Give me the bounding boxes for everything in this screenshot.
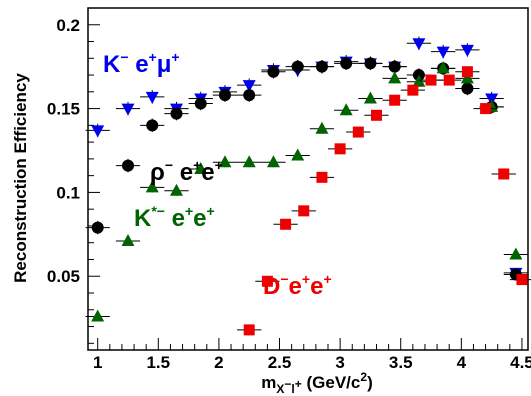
series-triangle-up xyxy=(85,61,528,322)
data-point xyxy=(291,60,304,73)
data-point xyxy=(425,74,437,86)
data-point xyxy=(436,61,450,74)
data-point xyxy=(170,107,183,120)
data-point xyxy=(407,84,419,96)
plot-area-group xyxy=(87,7,529,351)
data-point xyxy=(122,159,134,172)
data-point xyxy=(443,74,455,86)
x-axis: 1 1.5 2 2.5 3 3.5 4 4.5 xyxy=(93,338,531,372)
data-point xyxy=(194,161,208,174)
series-layer xyxy=(85,36,531,336)
data-point xyxy=(509,247,523,260)
data-point xyxy=(436,46,450,59)
data-point xyxy=(121,103,135,116)
y-axis: 0.05 0.1 0.15 0.2 xyxy=(47,16,100,344)
x-tick-label: 1.5 xyxy=(146,353,170,372)
data-point xyxy=(389,94,401,106)
label-rho-e-e: ρ− e+e+ xyxy=(150,157,223,186)
data-point xyxy=(218,89,231,102)
data-point xyxy=(461,66,473,78)
x-axis-title-unit-end: ) xyxy=(367,373,373,392)
x-axis-title-sub2: l xyxy=(291,382,294,396)
data-point xyxy=(261,275,273,287)
data-point xyxy=(91,221,104,234)
data-point xyxy=(267,65,280,78)
data-point xyxy=(91,125,105,138)
data-point xyxy=(242,80,256,93)
y-tick-label: 0.1 xyxy=(56,183,80,202)
x-tick-label: 3 xyxy=(335,353,344,372)
y-tick-label: 0.15 xyxy=(47,100,80,119)
x-tick-label: 2 xyxy=(214,353,223,372)
data-point xyxy=(340,57,353,70)
data-point xyxy=(370,109,382,121)
data-point xyxy=(291,148,305,161)
x-tick-label: 4.5 xyxy=(510,353,531,372)
x-tick-label: 3.5 xyxy=(389,353,413,372)
data-point xyxy=(315,60,328,73)
series-square xyxy=(237,66,531,336)
data-point xyxy=(388,60,401,73)
data-point xyxy=(352,126,364,138)
data-point xyxy=(388,71,402,84)
data-point xyxy=(266,155,280,168)
x-axis-title-unit-sup: 2 xyxy=(360,370,367,384)
data-point xyxy=(485,93,499,106)
data-point xyxy=(91,309,105,322)
data-point xyxy=(480,103,492,115)
data-point xyxy=(145,180,159,193)
data-point xyxy=(364,57,377,70)
y-tick-label: 0.2 xyxy=(56,16,80,35)
data-point xyxy=(243,89,256,102)
y-axis-title: Reconstruction Efficiency xyxy=(11,73,30,283)
data-point xyxy=(412,38,426,51)
data-point xyxy=(169,183,183,196)
data-point xyxy=(315,121,329,134)
y-tick-label: 0.05 xyxy=(47,267,80,286)
x-axis-title-main: m xyxy=(261,373,276,392)
data-point xyxy=(218,155,232,168)
x-tick-label: 2.5 xyxy=(268,353,292,372)
x-axis-title-sub-sup1: − xyxy=(284,377,291,391)
data-point xyxy=(334,143,346,155)
label-k-e-mu: K− e+μ+ xyxy=(103,49,180,78)
data-point xyxy=(363,91,377,104)
data-point xyxy=(516,274,528,286)
x-tick-label: 1 xyxy=(93,353,102,372)
label-kstar-e-e: K*− e+e+ xyxy=(134,203,215,232)
x-axis-title-sub: X xyxy=(276,382,284,396)
data-point xyxy=(461,82,474,95)
data-point xyxy=(412,74,426,87)
data-point xyxy=(243,324,255,336)
plot-frame xyxy=(87,7,529,351)
x-axis-title: mX−l+ (GeV/c2) xyxy=(261,370,372,396)
label-d-e-e: D−e+e+ xyxy=(263,271,332,300)
data-point xyxy=(280,218,292,230)
data-point xyxy=(460,44,474,57)
data-point xyxy=(146,119,159,132)
x-axis-title-sub-sup2: + xyxy=(295,377,302,391)
x-tick-label: 4 xyxy=(457,353,467,372)
data-point xyxy=(498,168,510,180)
data-point xyxy=(339,103,353,116)
data-point xyxy=(194,97,207,110)
series-circle xyxy=(85,56,528,281)
data-point xyxy=(460,71,474,84)
data-point xyxy=(316,171,328,183)
data-point xyxy=(121,234,135,247)
x-axis-title-unit: (GeV/c xyxy=(302,373,361,392)
data-point xyxy=(298,205,310,217)
data-point xyxy=(242,155,256,168)
data-point xyxy=(145,91,159,104)
